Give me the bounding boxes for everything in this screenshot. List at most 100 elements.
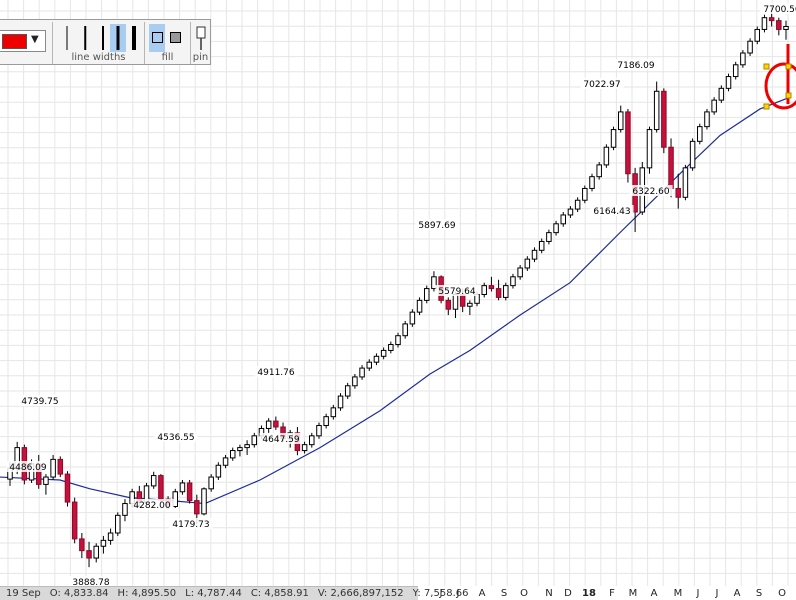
candle-body <box>653 90 660 131</box>
candle <box>661 88 667 154</box>
candle-body <box>617 111 624 131</box>
candle <box>79 532 85 559</box>
annotation-label: 4486.09 <box>9 463 46 473</box>
drawing-toolbar: ▼ line widths fill pin <box>0 19 211 65</box>
selection-handle[interactable] <box>763 103 770 110</box>
candle-body <box>316 425 322 437</box>
candle <box>704 108 710 130</box>
annotation-bg <box>415 219 459 230</box>
candle <box>359 365 365 380</box>
annotation-label: 4282.00 <box>133 501 170 511</box>
candle <box>273 416 279 430</box>
annotations-group: 4739.75 4486.09 3888.78 4282.00 4536.55 4179.… <box>6 3 796 588</box>
pin-button[interactable] <box>194 24 208 52</box>
candle-body <box>423 288 430 301</box>
price-annotation: 4739.75 <box>18 395 62 407</box>
candle-body <box>503 285 509 298</box>
line-widths-group: line widths <box>52 22 144 64</box>
selection-handle[interactable] <box>785 92 792 99</box>
candle-body <box>582 187 588 201</box>
candle <box>373 353 380 366</box>
candle <box>675 173 681 209</box>
x-tick-label: O <box>778 588 786 599</box>
candle-body <box>725 76 732 89</box>
candle <box>71 497 78 544</box>
x-tick-label: M <box>629 588 638 599</box>
candle-body <box>431 276 437 290</box>
annotation-label: 4911.76 <box>257 368 294 378</box>
candle-body <box>538 240 545 251</box>
price-annotation: 4647.59 <box>259 433 303 445</box>
candle-body <box>79 538 85 552</box>
candle-body <box>560 214 567 225</box>
line-widths-label: line widths <box>71 52 126 63</box>
candle-body <box>323 416 329 427</box>
candle-body <box>596 164 602 178</box>
candle-body <box>589 176 595 189</box>
candle <box>725 73 732 92</box>
annotation-bg <box>254 366 298 377</box>
x-tick-label: F <box>609 588 615 599</box>
chevron-down-icon[interactable]: ▼ <box>31 34 39 45</box>
chart-grid <box>0 0 796 586</box>
line-width-2-button[interactable] <box>77 24 93 52</box>
color-swatch[interactable] <box>2 34 27 49</box>
price-annotation: 4911.76 <box>254 366 298 378</box>
line-width-5-button[interactable] <box>126 24 142 52</box>
candle-body <box>574 199 581 210</box>
status-y: Y: 7,558.66 <box>412 588 469 599</box>
candle-body <box>409 311 416 325</box>
color-picker[interactable]: ▼ <box>0 30 46 52</box>
candle <box>337 393 344 411</box>
candle-body <box>172 491 179 507</box>
candle <box>179 479 186 495</box>
x-tick-label: O <box>520 588 528 599</box>
drawn-circle[interactable] <box>764 62 796 110</box>
annotation-bg <box>154 431 198 442</box>
candle-body <box>603 146 610 166</box>
x-axis: J J A S O N D 18 F M A M J J A S O <box>439 588 787 599</box>
candle <box>222 454 229 469</box>
candle-body <box>517 267 523 278</box>
fill-label: fill <box>161 52 174 63</box>
candle <box>423 285 430 304</box>
candle-body <box>201 488 207 515</box>
x-tick-label: J <box>456 588 460 599</box>
candle-body <box>546 232 552 242</box>
selection-handle[interactable] <box>763 63 770 70</box>
candle <box>582 185 588 204</box>
fill-solid-button[interactable] <box>167 24 183 52</box>
candle-body <box>244 444 250 449</box>
candle-body <box>754 28 761 42</box>
candle-body <box>57 458 64 475</box>
candle <box>201 487 207 516</box>
line-width-1-button[interactable] <box>59 24 75 52</box>
candle <box>323 413 329 429</box>
annotation-label: 4739.75 <box>21 397 58 407</box>
candle-body <box>373 355 380 363</box>
pin-group: pin <box>190 22 210 64</box>
candle <box>776 17 782 36</box>
candle <box>265 418 272 433</box>
candle-body <box>610 129 617 148</box>
candle-body <box>704 111 710 128</box>
selection-handle[interactable] <box>785 63 792 70</box>
annotation-label: 4179.73 <box>172 520 209 530</box>
candle <box>553 220 559 236</box>
drawing-marker[interactable] <box>763 44 796 110</box>
status-date: 19 Sep <box>6 588 41 599</box>
fill-none-button[interactable] <box>149 24 165 52</box>
status-bar: 19 Sep O: 4,833.84 H: 4,895.50 L: 4,787.44 C… <box>0 586 468 600</box>
candle-body <box>194 500 200 515</box>
candle <box>632 167 638 233</box>
candle-body <box>510 276 516 287</box>
candle-body <box>495 288 502 298</box>
candle-body <box>445 299 452 310</box>
candle-body <box>718 87 725 101</box>
annotation-label: 5897.69 <box>418 221 455 231</box>
line-width-4-button[interactable] <box>110 24 126 52</box>
line-width-3-button[interactable] <box>95 24 111 52</box>
candle <box>653 81 660 133</box>
candle-body <box>740 52 746 66</box>
